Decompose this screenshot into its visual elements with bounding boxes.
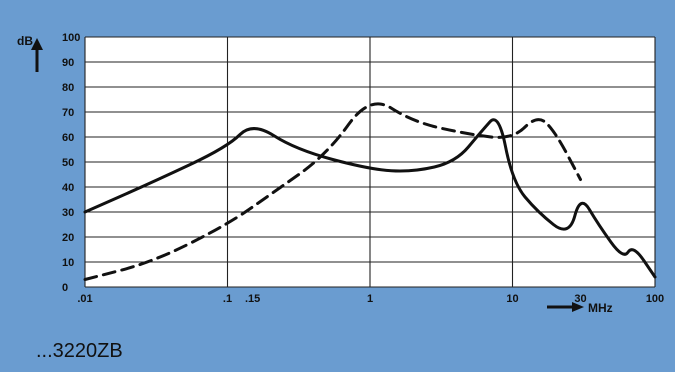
x-tick-label: .1 xyxy=(223,293,232,305)
series-line-dashed xyxy=(83,102,582,281)
y-tick-label: 0 xyxy=(62,282,68,294)
y-tick-label: 60 xyxy=(62,132,74,144)
y-axis-label: dB xyxy=(17,34,33,48)
x-tick-label: 10 xyxy=(506,293,518,305)
y-axis-arrow xyxy=(31,38,43,72)
x-tick-label: .15 xyxy=(245,293,260,305)
y-tick-label: 10 xyxy=(62,257,74,269)
x-tick-label: .01 xyxy=(77,293,92,305)
y-tick-label: 50 xyxy=(62,157,74,169)
series-layer xyxy=(83,102,657,281)
x-axis-label: MHz xyxy=(588,301,613,315)
y-tick-label: 80 xyxy=(62,82,74,94)
series-line-solid xyxy=(83,118,657,279)
y-tick-label: 100 xyxy=(62,32,80,44)
y-tick-label: 30 xyxy=(62,207,74,219)
y-tick-label: 20 xyxy=(62,232,74,244)
y-tick-label: 40 xyxy=(62,182,74,194)
x-tick-label: 100 xyxy=(646,293,664,305)
x-tick-label: 30 xyxy=(574,293,586,305)
y-tick-label: 70 xyxy=(62,107,74,119)
x-tick-label: 1 xyxy=(367,293,373,305)
figure-caption: ...3220ZB xyxy=(36,340,123,362)
grid-layer xyxy=(84,36,656,288)
y-tick-label: 90 xyxy=(62,57,74,69)
x-axis-arrow xyxy=(547,302,584,312)
label-layer: 0 10 20 30 40 50 60 70 80 90 100 .01 .1 .15 1 10 30 100 xyxy=(62,32,664,305)
